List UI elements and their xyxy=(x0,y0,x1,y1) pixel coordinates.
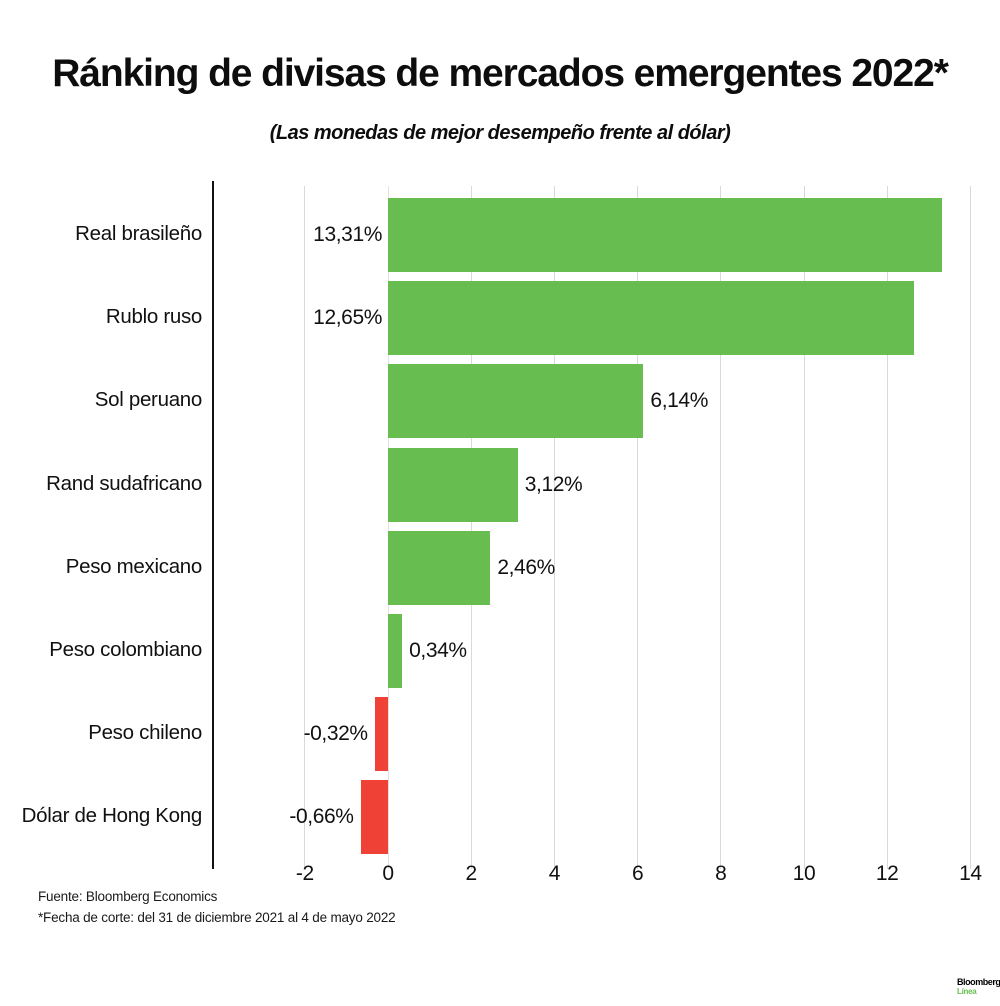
category-label: Peso chileno xyxy=(88,721,202,745)
category-label: Sol peruano xyxy=(94,388,203,412)
source-note: Fuente: Bloomberg Economics xyxy=(38,889,218,904)
y-axis-spine xyxy=(212,181,214,869)
value-label: 2,46% xyxy=(497,555,555,579)
gridline-2 xyxy=(470,186,472,869)
logo-bloomberg-text: Bloomberg xyxy=(957,977,1000,987)
gridline-10 xyxy=(803,186,805,869)
x-tick-label: 2 xyxy=(465,862,478,885)
value-label: -0,32% xyxy=(303,722,369,746)
x-tick-label: 14 xyxy=(959,862,982,885)
x-tick-label: 10 xyxy=(792,862,816,885)
gridline-4 xyxy=(553,186,555,869)
x-tick-label: 0 xyxy=(382,862,394,885)
x-tick-label: -2 xyxy=(295,862,314,885)
x-tick-label: 8 xyxy=(715,862,727,885)
category-label: Dólar de Hong Kong xyxy=(21,804,203,828)
bar xyxy=(388,530,491,605)
bar xyxy=(388,281,915,356)
logo-linea-text: Línea xyxy=(957,987,977,996)
gridline-0 xyxy=(387,186,389,869)
chart-title: Ránking de divisas de mercados emergente… xyxy=(52,52,949,95)
bar xyxy=(388,614,403,688)
bloomberg-linea-logo: Bloomberg Línea xyxy=(957,978,1000,996)
bar xyxy=(360,780,388,855)
gridline-8 xyxy=(720,186,722,869)
gridline--2 xyxy=(304,186,306,869)
value-label: 12,65% xyxy=(313,306,382,330)
gridline-14 xyxy=(969,186,971,869)
category-label: Peso colombiano xyxy=(49,638,202,661)
bar xyxy=(388,447,518,522)
value-label: 13,31% xyxy=(313,223,382,246)
category-label: Peso mexicano xyxy=(65,554,203,578)
x-tick-label: 12 xyxy=(875,862,899,885)
cutoff-note: *Fecha de corte: del 31 de diciembre 202… xyxy=(38,910,396,925)
value-label: 0,34% xyxy=(409,639,467,662)
value-label: 3,12% xyxy=(524,472,583,496)
category-label: Real brasileño xyxy=(75,222,202,245)
value-label: -0,66% xyxy=(289,805,354,829)
category-label: Rand sudafricano xyxy=(46,471,202,495)
value-label: 6,14% xyxy=(650,389,708,413)
gridline-12 xyxy=(886,186,888,869)
chart-subtitle: (Las monedas de mejor desempeño frente a… xyxy=(269,122,731,144)
bar xyxy=(388,364,644,439)
x-tick-label: 6 xyxy=(631,862,644,885)
x-tick-label: 4 xyxy=(548,862,561,885)
category-label: Rublo ruso xyxy=(105,305,202,329)
bar xyxy=(388,198,942,272)
bar xyxy=(374,697,388,772)
gridline-6 xyxy=(637,186,639,869)
